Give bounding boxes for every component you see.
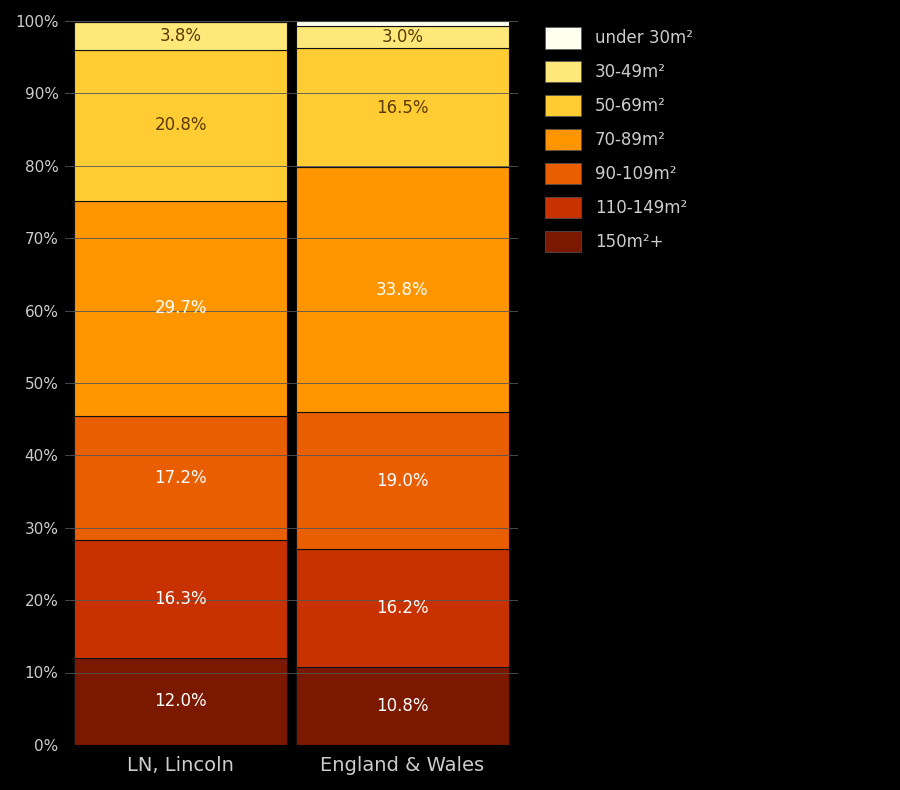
Text: 29.7%: 29.7% — [155, 299, 207, 317]
Bar — [75, 21, 287, 22]
Bar — [296, 47, 508, 167]
Bar — [75, 416, 287, 540]
Text: 10.8%: 10.8% — [376, 697, 428, 715]
Bar — [296, 167, 508, 412]
Bar — [75, 22, 287, 50]
Bar — [296, 21, 508, 26]
Bar — [75, 540, 287, 658]
Text: 33.8%: 33.8% — [376, 280, 428, 299]
Text: 3.8%: 3.8% — [159, 27, 202, 45]
Bar — [296, 549, 508, 667]
Bar — [75, 658, 287, 745]
Text: 16.2%: 16.2% — [376, 599, 428, 617]
Text: 16.3%: 16.3% — [155, 590, 207, 608]
Text: 17.2%: 17.2% — [155, 468, 207, 487]
Text: 20.8%: 20.8% — [155, 116, 207, 134]
Bar — [296, 412, 508, 549]
Text: 16.5%: 16.5% — [376, 99, 428, 116]
Text: 3.0%: 3.0% — [382, 28, 424, 46]
Bar — [75, 50, 287, 201]
Text: 19.0%: 19.0% — [376, 472, 428, 490]
Bar — [296, 667, 508, 745]
Bar — [296, 26, 508, 47]
Legend: under 30m², 30-49m², 50-69m², 70-89m², 90-109m², 110-149m², 150m²+: under 30m², 30-49m², 50-69m², 70-89m², 9… — [540, 22, 698, 257]
Bar — [75, 201, 287, 416]
Text: 12.0%: 12.0% — [155, 693, 207, 710]
